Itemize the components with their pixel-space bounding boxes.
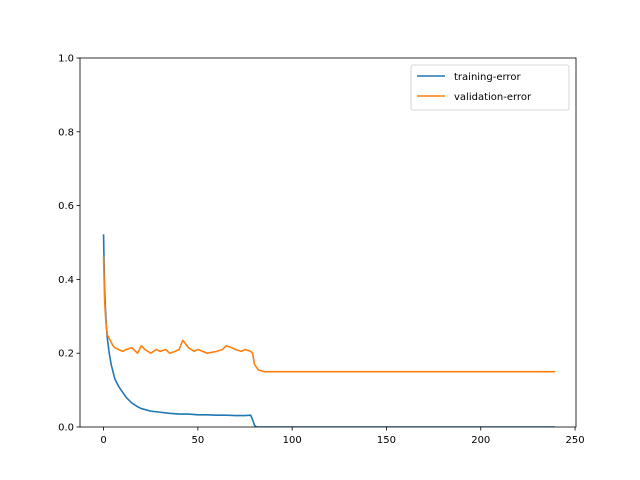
y-tick-label: 0.8 xyxy=(58,127,74,138)
legend-box xyxy=(410,64,570,111)
x-tick-label: 50 xyxy=(192,435,205,446)
y-tick-label: 0.0 xyxy=(58,423,74,434)
x-tick-label: 100 xyxy=(283,435,302,446)
y-tick-label: 0.6 xyxy=(58,201,74,212)
x-axis-ticks: 0 50 100 150 200 250 xyxy=(100,427,585,446)
plot-lines xyxy=(102,234,556,427)
x-tick-label: 200 xyxy=(471,435,490,446)
y-axis-ticks: 0.0 0.2 0.4 0.6 0.8 1.0 xyxy=(58,54,80,434)
x-tick-label: 0 xyxy=(100,435,106,446)
legend: training-error validation-error xyxy=(410,64,570,111)
series-line-training-error xyxy=(102,234,556,427)
plot-frame xyxy=(79,57,577,428)
x-tick-label: 250 xyxy=(566,435,585,446)
legend-label-training-error: training-error xyxy=(454,72,521,83)
y-tick-label: 1.0 xyxy=(58,54,74,65)
y-tick-label: 0.2 xyxy=(58,349,74,360)
y-tick-label: 0.4 xyxy=(58,275,74,286)
legend-label-validation-error: validation-error xyxy=(454,92,532,103)
series-line-validation-error xyxy=(102,256,556,373)
x-tick-label: 150 xyxy=(377,435,396,446)
